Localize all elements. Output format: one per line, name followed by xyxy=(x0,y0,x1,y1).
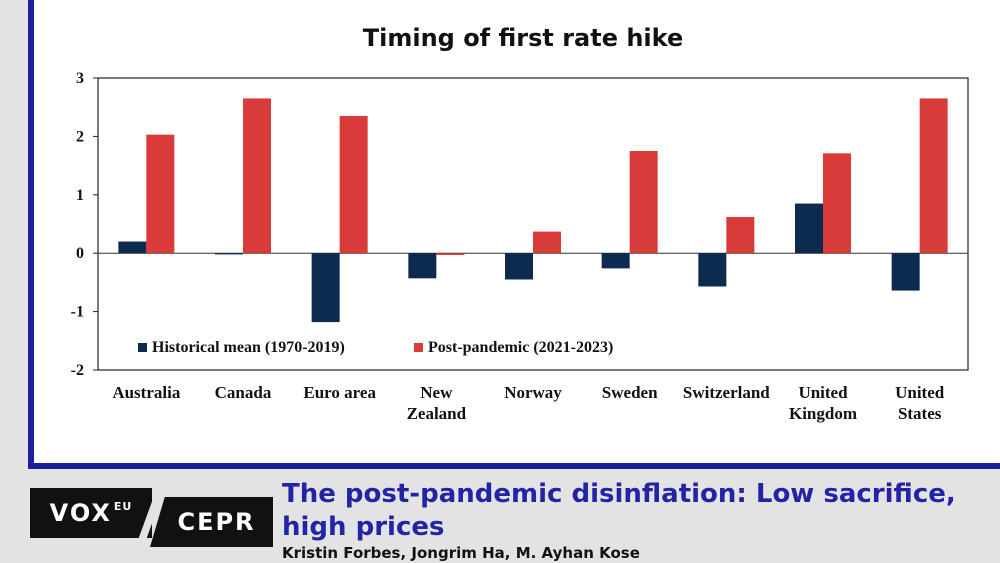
bar-historical-4 xyxy=(505,253,533,280)
plot-frame xyxy=(97,77,969,371)
bar-historical-3 xyxy=(408,253,437,279)
logo-cepr-text: CEPR xyxy=(177,508,256,536)
chart-title: Timing of first rate hike xyxy=(363,24,684,52)
x-category-label: Canada xyxy=(215,383,272,402)
legend-label-1: Post-pandemic (2021-2023) xyxy=(428,339,613,356)
legend-swatch-1 xyxy=(414,343,423,352)
x-category-label: United xyxy=(798,383,848,402)
x-category-label: Euro area xyxy=(303,383,376,402)
article-authors: Kristin Forbes, Jongrim Ha, M. Ayhan Kos… xyxy=(282,544,640,562)
bar-postpandemic-7 xyxy=(823,153,851,254)
bar-postpandemic-5 xyxy=(629,151,658,254)
x-category-label: Switzerland xyxy=(683,383,770,402)
bar-historical-1 xyxy=(215,253,243,255)
bar-postpandemic-1 xyxy=(243,98,271,254)
x-category-label: Sweden xyxy=(602,383,658,402)
bar-postpandemic-8 xyxy=(919,98,948,254)
legend-label-0: Historical mean (1970-2019) xyxy=(152,339,345,356)
bar-postpandemic-4 xyxy=(533,231,561,254)
legend-swatch-0 xyxy=(138,343,147,352)
logo-eu-text: EU xyxy=(113,499,133,513)
y-tick-label: 3 xyxy=(76,70,84,87)
x-category-label: States xyxy=(898,404,942,423)
bar-postpandemic-2 xyxy=(339,115,368,254)
bar-postpandemic-6 xyxy=(726,216,755,254)
chart-panel: Timing of first rate hike -2 -1 0 1 2 3 Austral… xyxy=(28,0,1000,469)
bar-postpandemic-0 xyxy=(146,134,175,254)
voxeu-logo[interactable]: VOX EU xyxy=(30,488,152,538)
x-category-label: Australia xyxy=(112,383,181,402)
bar-historical-2 xyxy=(311,253,340,323)
bar-historical-6 xyxy=(698,253,727,287)
cepr-logo[interactable]: CEPR xyxy=(150,497,273,547)
y-tick-label: -2 xyxy=(71,362,84,379)
x-category-label: Norway xyxy=(504,383,562,402)
y-tick-label: 2 xyxy=(76,128,84,145)
bar-historical-5 xyxy=(601,253,630,269)
bar-chart: Timing of first rate hike -2 -1 0 1 2 3 Austral… xyxy=(71,24,969,423)
logo-vox-text: VOX xyxy=(49,499,112,527)
bar-historical-7 xyxy=(795,203,823,254)
x-category-label: Kingdom xyxy=(789,404,857,423)
bar-postpandemic-3 xyxy=(436,253,465,255)
x-category-label: United xyxy=(895,383,945,402)
bar-historical-0 xyxy=(118,241,147,254)
y-tick-label: 1 xyxy=(76,187,84,204)
x-category-label: New xyxy=(420,383,453,402)
y-tick-label: 0 xyxy=(76,245,84,262)
y-tick-label: -1 xyxy=(71,304,84,321)
bar-historical-8 xyxy=(891,253,920,291)
x-category-label: Zealand xyxy=(407,404,467,423)
article-title[interactable]: The post-pandemic disinflation: Low sacr… xyxy=(282,479,956,542)
